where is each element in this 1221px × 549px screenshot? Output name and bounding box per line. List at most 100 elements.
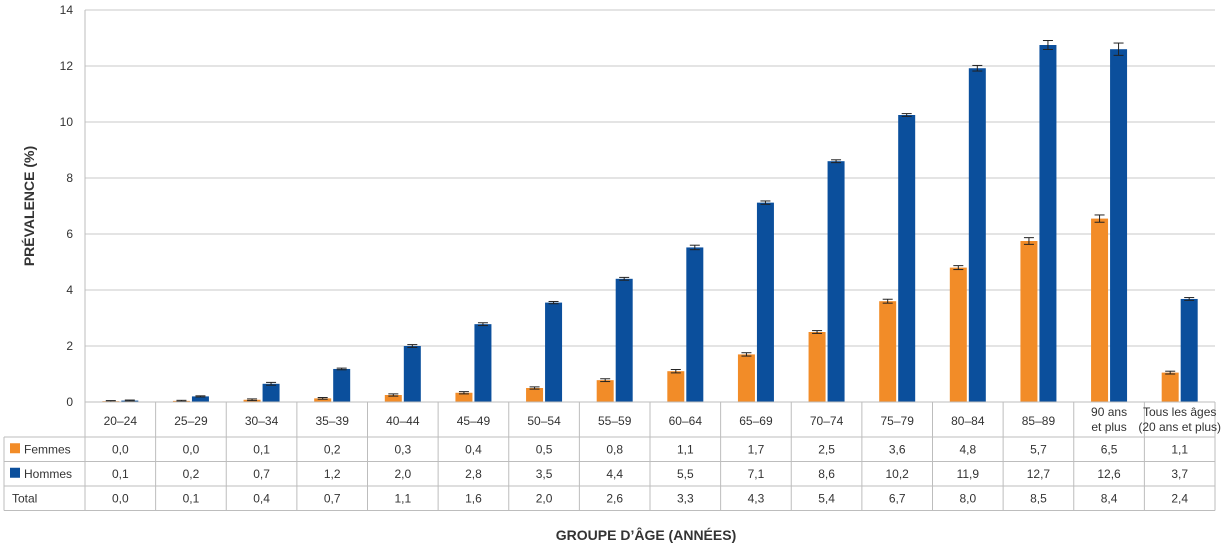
- y-tick-label: 8: [66, 171, 73, 185]
- table-cell: 3,6: [889, 442, 906, 456]
- bar-femmes: [596, 380, 614, 402]
- y-tick-label: 4: [66, 283, 73, 297]
- bar-hommes: [333, 368, 351, 402]
- y-tick-label: 10: [60, 115, 74, 129]
- bar-hommes: [403, 346, 421, 402]
- table-cell: 8,4: [1101, 491, 1118, 505]
- legend-swatch-hommes: [10, 467, 20, 478]
- x-tick-label: 35–39: [316, 414, 350, 428]
- bar-hommes: [1110, 49, 1128, 402]
- table-cell: 11,9: [957, 467, 980, 481]
- table-cell: 2,8: [465, 467, 482, 481]
- bars: [102, 45, 1198, 403]
- table-cell: 5,5: [677, 467, 694, 481]
- table-cell: 0,7: [253, 467, 270, 481]
- table-cell: 3,3: [677, 491, 694, 505]
- bar-hommes: [1039, 45, 1057, 402]
- x-tick-label: 55–59: [598, 414, 632, 428]
- x-tick-label: (20 ans et plus): [1138, 420, 1221, 434]
- table-cell: 2,6: [606, 491, 623, 505]
- bar-femmes: [455, 392, 473, 402]
- table-cell: 7,1: [748, 467, 765, 481]
- table-cell: 0,1: [253, 442, 270, 456]
- table-cell: 0,4: [253, 491, 270, 505]
- x-tick-label: 70–74: [810, 414, 844, 428]
- bar-hommes: [1180, 298, 1198, 402]
- table-cell: 0,1: [112, 467, 129, 481]
- table-cell: 0,0: [112, 442, 129, 456]
- bar-hommes: [474, 324, 492, 402]
- table-cell: 10,2: [886, 467, 910, 481]
- bar-femmes: [1091, 218, 1109, 402]
- y-tick-label: 6: [66, 227, 73, 241]
- legend-label-total: Total: [12, 491, 37, 505]
- bar-femmes: [737, 354, 755, 402]
- table-cell: 0,4: [465, 442, 482, 456]
- table-cell: 1,1: [394, 491, 411, 505]
- x-tick-label: 60–64: [669, 414, 703, 428]
- bar-femmes: [949, 267, 967, 402]
- table-cell: 0,1: [183, 491, 200, 505]
- table-cell: 2,0: [536, 491, 553, 505]
- table-cell: 8,5: [1030, 491, 1047, 505]
- bar-hommes: [262, 383, 280, 402]
- y-tick-label: 2: [66, 339, 73, 353]
- bar-hommes: [827, 161, 845, 402]
- table-cell: 0,8: [606, 442, 623, 456]
- table-cell: 2,0: [394, 467, 411, 481]
- table-cell: 0,3: [394, 442, 411, 456]
- bar-hommes: [968, 68, 986, 403]
- bar-femmes: [1161, 372, 1179, 402]
- x-tick-label: 80–84: [951, 414, 985, 428]
- table-cell: 4,3: [748, 491, 765, 505]
- x-tick-label: et plus: [1091, 420, 1126, 434]
- bar-hommes: [191, 396, 209, 402]
- bar-femmes: [667, 371, 685, 402]
- table-cell: 8,0: [959, 491, 976, 505]
- error-bars: [105, 40, 1195, 403]
- table-cell: 2,5: [818, 442, 835, 456]
- x-tick-label: 90 ans: [1091, 405, 1127, 419]
- table-cell: 4,8: [959, 442, 976, 456]
- axes: 0 2 4 6 8 10 12 14: [60, 3, 86, 409]
- table-cell: 0,2: [183, 467, 200, 481]
- table-cell: 6,7: [889, 491, 906, 505]
- x-tick-label: 20–24: [104, 414, 138, 428]
- y-tick-label: 12: [60, 59, 74, 73]
- legend-label-femmes: Femmes: [24, 442, 71, 456]
- bar-femmes: [384, 395, 402, 402]
- bar-femmes: [879, 301, 897, 402]
- bar-femmes: [526, 388, 544, 402]
- table-cell: 1,2: [324, 467, 341, 481]
- table-cell: 1,1: [677, 442, 694, 456]
- table-cell: 3,5: [536, 467, 553, 481]
- x-tick-label: 65–69: [739, 414, 773, 428]
- y-axis-title: PRÉVALENCE (%): [21, 146, 37, 266]
- bar-femmes: [808, 332, 826, 402]
- x-tick-label: 25–29: [174, 414, 208, 428]
- bar-hommes: [615, 278, 633, 402]
- legend-label-hommes: Hommes: [24, 467, 72, 481]
- table-cell: 5,4: [818, 491, 835, 505]
- bar-hommes: [686, 247, 704, 402]
- table-cell: 4,4: [606, 467, 623, 481]
- table-cell: 0,2: [324, 442, 341, 456]
- x-tick-label: 40–44: [386, 414, 420, 428]
- y-tick-label: 14: [60, 3, 74, 17]
- x-tick-label: 85–89: [1022, 414, 1056, 428]
- table-cell: 0,0: [112, 491, 129, 505]
- bar-femmes: [1020, 241, 1038, 402]
- data-table: 20–24 25–29 30–34 35–39 40–44 45–49 50–54 55–59…: [3, 401, 1221, 511]
- table-cell: 12,6: [1097, 467, 1121, 481]
- x-axis-title: GROUPE D’ÂGE (ANNÉES): [556, 526, 736, 543]
- x-tick-label: 75–79: [881, 414, 915, 428]
- table-cell: 0,0: [183, 442, 200, 456]
- table-cell: 6,5: [1101, 442, 1118, 456]
- y-tick-label: 0: [66, 395, 73, 409]
- table-cell: 5,7: [1030, 442, 1047, 456]
- x-tick-label: 50–54: [527, 414, 561, 428]
- table-cell: 1,1: [1171, 442, 1188, 456]
- bar-hommes: [545, 302, 563, 402]
- table-cell: 3,7: [1171, 467, 1188, 481]
